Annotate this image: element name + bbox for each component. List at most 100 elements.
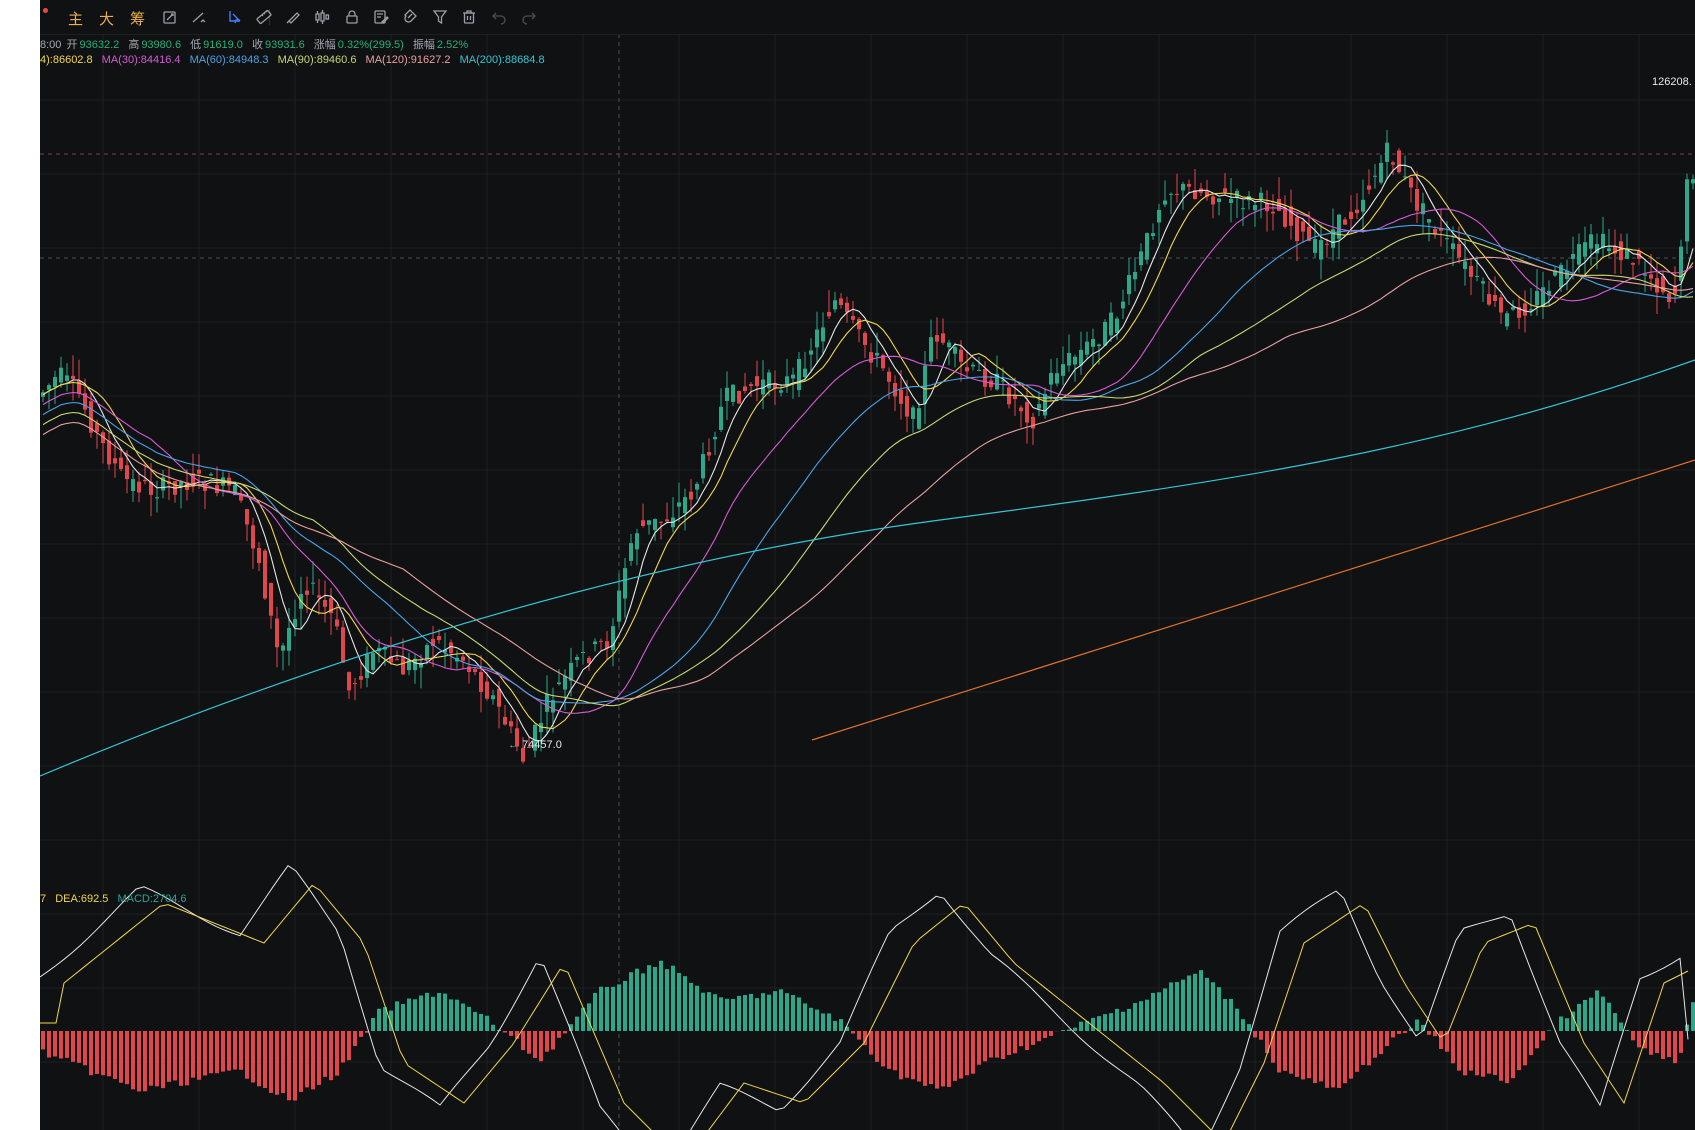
macd-histogram-bar <box>377 1008 381 1031</box>
filter-icon[interactable] <box>432 9 448 25</box>
macd-legend-dea: DEA:692.5 <box>55 893 109 905</box>
macd-histogram-bar <box>47 1031 51 1058</box>
edit-list-icon[interactable] <box>373 9 389 25</box>
macd-histogram-bar <box>203 1031 207 1076</box>
candle-body <box>443 649 447 653</box>
candle-body <box>1211 196 1215 205</box>
candle-body <box>1061 364 1065 376</box>
macd-histogram-bar <box>869 1031 873 1055</box>
ma-line-120 <box>42 256 1694 700</box>
candle-body <box>761 379 765 395</box>
candle-body <box>1373 175 1377 177</box>
macd-histogram-bar <box>545 1031 549 1052</box>
macd-histogram-bar <box>1583 999 1587 1031</box>
main-indicator-button[interactable]: 主 <box>68 11 84 28</box>
candles-icon[interactable] <box>314 9 330 25</box>
macd-histogram-bar <box>1541 1031 1545 1041</box>
candle-body <box>1493 294 1497 301</box>
candle-body <box>905 396 909 417</box>
candle-body <box>479 671 483 692</box>
ma-line-200 <box>40 359 1695 777</box>
macd-histogram-bar <box>389 1010 393 1031</box>
large-order-button[interactable]: 大 <box>99 11 115 28</box>
macd-histogram-bar <box>1157 992 1161 1031</box>
candle-body <box>305 590 309 595</box>
macd-histogram-bar <box>1019 1031 1023 1047</box>
candle-body <box>413 658 417 671</box>
macd-histogram-bar <box>1451 1031 1455 1064</box>
high-price-label: 126208. <box>1652 76 1692 88</box>
ruler-icon[interactable] <box>256 9 272 25</box>
brush-icon[interactable] <box>285 9 301 25</box>
candle-body <box>1505 313 1509 327</box>
macd-histogram-bar <box>1691 1002 1695 1031</box>
draw-line-icon[interactable] <box>191 9 207 25</box>
ma-legend-0: 4):86602.8 <box>40 54 93 66</box>
macd-histogram-bar <box>1097 1016 1101 1031</box>
candle-body <box>329 598 333 614</box>
candle-body <box>953 347 957 354</box>
macd-histogram-bar <box>581 1007 585 1031</box>
candle-body <box>1529 309 1533 311</box>
macd-histogram-bar <box>851 1031 855 1034</box>
chip-distribution-button[interactable]: 筹 <box>130 11 146 28</box>
macd-histogram-bar <box>305 1031 309 1088</box>
trading-chart-app: 主 大 筹 <box>40 0 1695 1130</box>
macd-histogram-bar <box>395 1001 399 1031</box>
candle-body <box>113 458 117 464</box>
candle-body <box>491 695 495 700</box>
macd-histogram-bar <box>1613 1013 1617 1031</box>
candle-body <box>827 311 831 317</box>
chart-canvas[interactable] <box>40 0 1695 1130</box>
macd-histogram-bar <box>1163 988 1167 1031</box>
macd-histogram-bar <box>71 1031 75 1062</box>
macd-histogram-bar <box>953 1031 957 1081</box>
macd-histogram-bar <box>755 998 759 1031</box>
macd-histogram-bar <box>605 986 609 1031</box>
lock-icon[interactable] <box>344 9 360 25</box>
candle-body <box>791 374 795 379</box>
macd-histogram-bar <box>1463 1031 1467 1076</box>
candle-body <box>203 484 207 491</box>
candle-body <box>635 533 639 550</box>
redo-icon[interactable] <box>521 9 537 25</box>
candle-body <box>1289 206 1293 226</box>
macd-histogram-bar <box>767 994 771 1031</box>
macd-histogram-bar <box>791 995 795 1031</box>
candle-body <box>497 688 501 707</box>
candle-body <box>1541 287 1545 307</box>
candle-body <box>731 384 735 402</box>
macd-histogram-bar <box>401 1003 405 1031</box>
magnet-icon[interactable] <box>402 9 418 25</box>
candle-body <box>1277 198 1281 211</box>
undo-icon[interactable] <box>491 9 507 25</box>
rotate-icon[interactable] <box>162 9 178 25</box>
macd-histogram-bar <box>1181 979 1185 1031</box>
select-cursor-icon[interactable] <box>227 9 243 25</box>
candle-body <box>1355 209 1359 214</box>
macd-histogram-bar <box>1679 1031 1683 1053</box>
candle-body <box>1661 276 1665 293</box>
candle-body <box>239 495 243 501</box>
candle-body <box>119 457 123 470</box>
macd-histogram-bar <box>77 1031 81 1063</box>
macd-legend-dif: 7 <box>40 893 47 905</box>
macd-histogram-bar <box>995 1031 999 1058</box>
macd-histogram-bar <box>287 1031 291 1101</box>
trash-icon[interactable] <box>461 9 477 25</box>
macd-histogram-bar <box>479 1013 483 1031</box>
macd-histogram-bar <box>149 1031 153 1086</box>
macd-histogram-bar <box>1367 1031 1371 1066</box>
candle-body <box>1265 202 1269 212</box>
macd-histogram-bar <box>1397 1031 1401 1034</box>
candle-body <box>1223 188 1227 193</box>
candle-body <box>431 638 435 646</box>
macd-histogram-bar <box>257 1031 261 1087</box>
candle-body <box>1019 407 1023 412</box>
candle-body <box>617 590 621 622</box>
ohlc-amplitude: 2.52% <box>436 39 469 51</box>
candle-body <box>977 369 981 371</box>
ma-legend-90: MA(90):89460.6 <box>277 54 357 66</box>
candle-body <box>779 390 783 393</box>
macd-histogram-bar <box>1115 1008 1119 1031</box>
